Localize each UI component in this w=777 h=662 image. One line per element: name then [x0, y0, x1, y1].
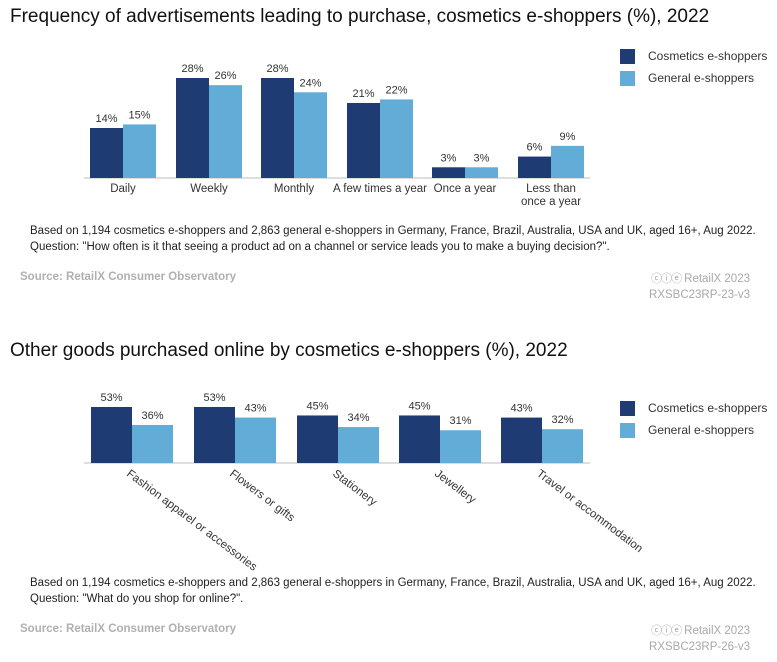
chart-title: Other goods purchased online by cosmetic…: [10, 340, 568, 361]
bar-general: [294, 92, 327, 178]
bar-chart-other-goods: 53%36%Fashion apparel or accessories53%4…: [84, 392, 645, 574]
cc-by-nd-icon: ⓒⓘⓔ: [651, 273, 682, 285]
x-tick-label: Once a year: [434, 183, 497, 195]
chart-legend: Cosmetics e-shoppers General e-shoppers: [620, 397, 767, 441]
data-label: 21%: [352, 88, 374, 100]
data-label: 28%: [181, 63, 203, 75]
x-tick-label: Jewellery: [432, 468, 478, 507]
chart-title: Frequency of advertisements leading to p…: [10, 6, 710, 27]
data-label: 6%: [527, 142, 543, 154]
source-credit: Source: RetailX Consumer Observatory: [20, 271, 237, 283]
x-tick-label: Flowers or gifts: [227, 468, 297, 525]
data-label: 14%: [95, 113, 117, 125]
data-label: 36%: [141, 410, 163, 422]
legend-label: Cosmetics e-shoppers: [648, 49, 768, 63]
bar-general: [440, 430, 481, 463]
data-label: 53%: [203, 392, 225, 404]
x-tick-label: A few times a year: [333, 183, 427, 195]
x-tick-label: Stationery: [330, 468, 379, 509]
bar-chart-ads-frequency: 14% 15% Daily 28% 26% Weekly 28% 24% Monthly 21% 2…: [84, 63, 590, 208]
bar-cosmetics: [261, 78, 294, 178]
bar-general: [123, 124, 156, 178]
data-label: 32%: [551, 414, 573, 426]
legend-item-cosmetics: Cosmetics e-shoppers: [620, 397, 767, 419]
data-label: 9%: [560, 131, 576, 143]
data-label: 53%: [100, 392, 122, 404]
bar-cosmetics: [176, 78, 209, 178]
legend-item-cosmetics: Cosmetics e-shoppers: [620, 45, 767, 67]
x-tick-label: Monthly: [274, 183, 315, 195]
bar-general: [380, 99, 413, 178]
bar-general: [132, 424, 173, 463]
data-label: 34%: [347, 412, 369, 424]
data-label: 28%: [266, 63, 288, 75]
data-label: 43%: [244, 403, 266, 415]
chart-panel-other-goods: Other goods purchased online by cosmetic…: [0, 330, 777, 662]
bar-cosmetics: [432, 167, 465, 178]
x-tick-label: Travel or accommodation: [534, 468, 645, 555]
legend-swatch-general: [620, 70, 635, 86]
legend-swatch-cosmetics: [620, 48, 635, 64]
cc-by-nd-icon: ⓒⓘⓔ: [651, 625, 682, 637]
bar-general: [338, 427, 379, 463]
bar-general: [235, 417, 276, 463]
data-label: 45%: [306, 400, 328, 412]
bar-cosmetics: [194, 407, 235, 463]
legend-item-general: General e-shoppers: [620, 67, 767, 89]
chart-code: RXSBC23RP-23-v3: [649, 289, 750, 301]
bar-cosmetics: [91, 407, 132, 463]
bar-cosmetics: [501, 417, 542, 463]
chart-note: Based on 1,194 cosmetics e-shoppers and …: [30, 577, 756, 605]
chart-legend: Cosmetics e-shoppers General e-shoppers: [620, 45, 767, 89]
x-tick-label: Daily: [110, 183, 136, 195]
legend-label: Cosmetics e-shoppers: [648, 401, 768, 415]
copyright-text: RetailX 2023: [684, 273, 750, 285]
bar-cosmetics: [518, 156, 551, 178]
bar-cosmetics: [297, 415, 338, 463]
data-label: 22%: [385, 84, 407, 96]
legend-item-general: General e-shoppers: [620, 419, 767, 441]
chart-note: Based on 1,194 cosmetics e-shoppers and …: [30, 225, 756, 253]
x-tick-label: Weekly: [190, 183, 228, 195]
data-label: 31%: [449, 415, 471, 427]
legend-label: General e-shoppers: [648, 423, 755, 437]
bar-cosmetics: [347, 103, 380, 178]
bar-general: [551, 145, 584, 178]
chart-code: RXSBC23RP-26-v3: [649, 641, 750, 653]
copyright-text: RetailX 2023: [684, 625, 750, 637]
bar-general: [465, 167, 498, 178]
source-credit: Source: RetailX Consumer Observatory: [20, 623, 237, 635]
bar-cosmetics: [399, 415, 440, 463]
data-label: 45%: [408, 400, 430, 412]
x-tick-label: Less than once a year: [521, 183, 581, 208]
chart-panel-ads-frequency: Frequency of advertisements leading to p…: [0, 0, 777, 318]
bar-cosmetics: [90, 128, 123, 178]
copyright-block: ⓒⓘⓔ RetailX 2023 RXSBC23RP-23-v3: [649, 271, 750, 303]
data-label: 26%: [214, 70, 236, 82]
legend-swatch-cosmetics: [620, 400, 635, 416]
data-label: 3%: [474, 152, 490, 164]
data-label: 24%: [299, 77, 321, 89]
legend-label: General e-shoppers: [648, 71, 755, 85]
data-label: 43%: [510, 403, 532, 415]
data-label: 15%: [128, 109, 150, 121]
bar-general: [542, 429, 583, 463]
legend-swatch-general: [620, 422, 635, 438]
bar-general: [209, 85, 242, 178]
data-label: 3%: [441, 152, 457, 164]
copyright-block: ⓒⓘⓔ RetailX 2023 RXSBC23RP-26-v3: [649, 623, 750, 655]
